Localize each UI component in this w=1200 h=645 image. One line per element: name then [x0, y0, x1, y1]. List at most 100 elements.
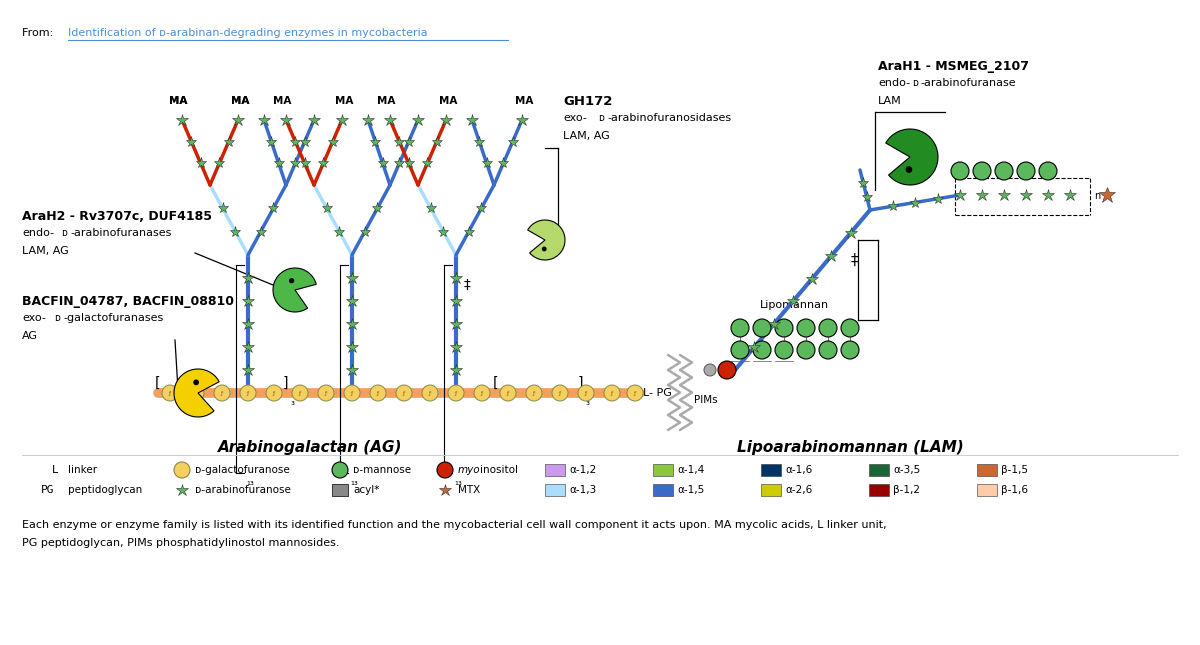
Text: ƒ: ƒ	[559, 392, 562, 397]
Text: ƒ: ƒ	[247, 392, 250, 397]
Text: LAM, AG: LAM, AG	[22, 246, 68, 256]
Text: MA: MA	[169, 96, 187, 106]
Wedge shape	[528, 220, 565, 260]
Circle shape	[332, 462, 348, 478]
Text: ᴅ: ᴅ	[54, 313, 60, 323]
Text: MA: MA	[335, 96, 353, 106]
Text: β-1,6: β-1,6	[1001, 485, 1028, 495]
Circle shape	[500, 385, 516, 401]
Text: β-1,2: β-1,2	[893, 485, 920, 495]
Text: ƒ: ƒ	[481, 392, 484, 397]
Circle shape	[526, 385, 542, 401]
Text: L: L	[52, 465, 59, 475]
Text: ƒ: ƒ	[506, 392, 509, 397]
Bar	[653, 484, 673, 496]
Circle shape	[731, 341, 749, 359]
Circle shape	[628, 385, 643, 401]
Circle shape	[775, 341, 793, 359]
Text: ƒ: ƒ	[377, 392, 379, 397]
Circle shape	[731, 319, 749, 337]
Text: AG: AG	[22, 331, 38, 341]
Circle shape	[906, 166, 912, 173]
Circle shape	[841, 319, 859, 337]
Circle shape	[188, 385, 204, 401]
Text: ƒ: ƒ	[194, 392, 197, 397]
Text: Identification of ᴅ-arabinan-degrading enzymes in mycobacteria: Identification of ᴅ-arabinan-degrading e…	[68, 28, 427, 38]
Text: Lipomannan: Lipomannan	[760, 300, 829, 310]
Circle shape	[422, 385, 438, 401]
Wedge shape	[274, 268, 317, 312]
Text: MA: MA	[272, 96, 292, 106]
Bar	[332, 484, 348, 496]
Bar	[977, 484, 997, 496]
Circle shape	[266, 385, 282, 401]
Text: MA: MA	[439, 96, 457, 106]
Bar	[869, 484, 889, 496]
Text: inositol: inositol	[480, 465, 518, 475]
Bar	[761, 484, 781, 496]
Text: ]: ]	[282, 376, 288, 390]
Text: Each enzyme or enzyme family is listed with its identified function and the myco: Each enzyme or enzyme family is listed w…	[22, 520, 887, 530]
Text: ƒ: ƒ	[169, 392, 172, 397]
Text: Lipoarabinomannan (LAM): Lipoarabinomannan (LAM)	[737, 440, 964, 455]
Text: ᴅ: ᴅ	[61, 228, 67, 238]
Circle shape	[797, 341, 815, 359]
Bar	[653, 464, 673, 476]
Circle shape	[448, 385, 464, 401]
Text: BACFIN_04787, BACFIN_08810: BACFIN_04787, BACFIN_08810	[22, 295, 234, 308]
Text: ƒ: ƒ	[533, 392, 535, 397]
Text: MTX: MTX	[458, 485, 480, 495]
Text: β-1,5: β-1,5	[1001, 465, 1028, 475]
Circle shape	[552, 385, 568, 401]
Circle shape	[604, 385, 620, 401]
Text: ₁₃: ₁₃	[246, 477, 254, 487]
Circle shape	[754, 319, 772, 337]
Text: ƒ: ƒ	[611, 392, 613, 397]
Text: ₁₃: ₁₃	[350, 477, 358, 487]
Text: n: n	[1094, 191, 1100, 201]
Circle shape	[396, 385, 412, 401]
Text: ᴅ: ᴅ	[912, 78, 918, 88]
Circle shape	[818, 341, 838, 359]
Text: ᴅ: ᴅ	[598, 113, 604, 123]
Text: α-1,6: α-1,6	[785, 465, 812, 475]
Text: GH172: GH172	[563, 95, 612, 108]
Text: α-1,3: α-1,3	[569, 485, 596, 495]
Text: -arabinofuranase: -arabinofuranase	[920, 78, 1015, 88]
Circle shape	[193, 379, 199, 385]
Circle shape	[344, 385, 360, 401]
Circle shape	[754, 341, 772, 359]
Circle shape	[973, 162, 991, 180]
Circle shape	[578, 385, 594, 401]
Text: Arabinogalactan (AG): Arabinogalactan (AG)	[217, 440, 402, 455]
Text: AraH2 - Rv3707c, DUF4185: AraH2 - Rv3707c, DUF4185	[22, 210, 212, 223]
Text: ƒ: ƒ	[403, 392, 406, 397]
Text: endo-: endo-	[878, 78, 910, 88]
Text: α-1,4: α-1,4	[677, 465, 704, 475]
Text: -arabinofuranosidases: -arabinofuranosidases	[607, 113, 731, 123]
Text: ]: ]	[577, 376, 583, 390]
Bar	[545, 484, 565, 496]
Circle shape	[437, 462, 454, 478]
Text: [: [	[155, 376, 161, 390]
Wedge shape	[174, 369, 220, 417]
Circle shape	[162, 385, 178, 401]
Bar	[761, 464, 781, 476]
Circle shape	[542, 246, 547, 252]
Text: ƒ: ƒ	[428, 392, 431, 397]
Text: ᴅ-mannose: ᴅ-mannose	[353, 465, 412, 475]
Circle shape	[995, 162, 1013, 180]
Text: L- PG: L- PG	[643, 388, 672, 398]
Text: exo-: exo-	[22, 313, 46, 323]
Text: ƒ: ƒ	[350, 392, 353, 397]
Text: PG: PG	[41, 485, 55, 495]
Circle shape	[474, 385, 490, 401]
Circle shape	[704, 364, 716, 376]
Circle shape	[1039, 162, 1057, 180]
Circle shape	[775, 319, 793, 337]
Text: MA: MA	[230, 96, 250, 106]
Text: LAM, AG: LAM, AG	[563, 131, 610, 141]
Text: ₃: ₃	[290, 397, 294, 407]
Bar	[545, 464, 565, 476]
Text: MA: MA	[169, 96, 187, 106]
